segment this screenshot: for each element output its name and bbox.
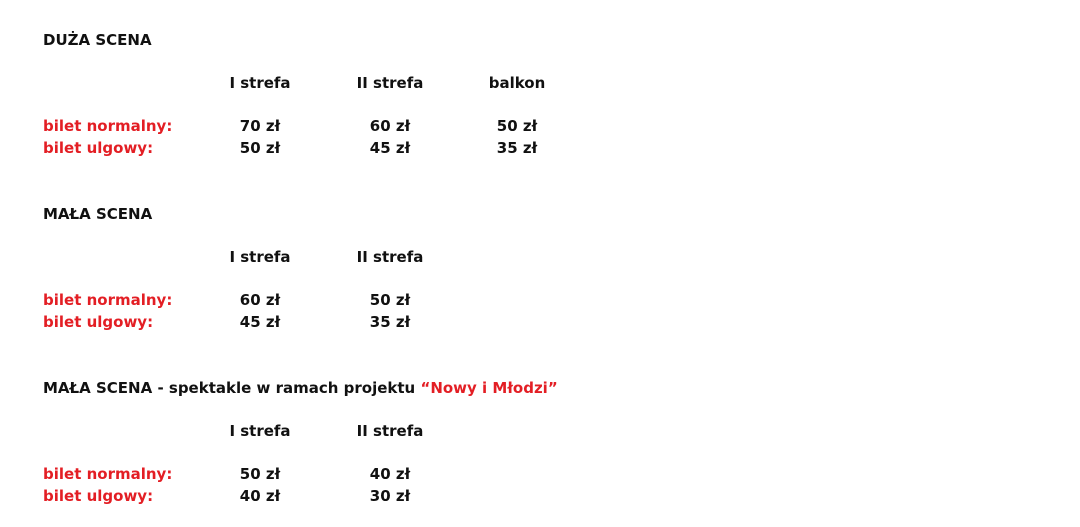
column-header: II strefa (356, 422, 424, 440)
column-header: I strefa (229, 248, 291, 266)
price: 45 zł (369, 139, 411, 157)
row-label: bilet ulgowy: (43, 487, 154, 505)
section-duza-scena: DUŻA SCENA I strefa II strefa balkon bil… (0, 9, 1080, 179)
section-mala-scena-nowy-i-mlodzi: MAŁA SCENA - spektakle w ramach projektu… (0, 357, 1080, 527)
price: 40 zł (239, 487, 281, 505)
price: 60 zł (239, 291, 281, 309)
price: 50 zł (369, 291, 411, 309)
project-name: “Nowy i Młodzi” (420, 379, 558, 397)
price: 45 zł (239, 313, 281, 331)
price: 35 zł (496, 139, 538, 157)
row-label: bilet ulgowy: (43, 313, 154, 331)
row-label: bilet normalny: (43, 465, 173, 483)
section-title-text: MAŁA SCENA - spektakle w ramach projektu (43, 379, 421, 397)
row-label: bilet ulgowy: (43, 139, 154, 157)
section-mala-scena: MAŁA SCENA I strefa II strefa bilet norm… (0, 183, 1080, 353)
column-header: II strefa (356, 248, 424, 266)
column-header: I strefa (229, 74, 291, 92)
column-header: balkon (488, 74, 546, 92)
price: 60 zł (369, 117, 411, 135)
price: 30 zł (369, 487, 411, 505)
price: 50 zł (496, 117, 538, 135)
column-header: I strefa (229, 422, 291, 440)
section-title: MAŁA SCENA (43, 205, 153, 223)
row-label: bilet normalny: (43, 291, 173, 309)
price: 70 zł (239, 117, 281, 135)
row-label: bilet normalny: (43, 117, 173, 135)
price: 35 zł (369, 313, 411, 331)
section-title: DUŻA SCENA (43, 31, 152, 49)
column-header: II strefa (356, 74, 424, 92)
price: 50 zł (239, 139, 281, 157)
price: 40 zł (369, 465, 411, 483)
price: 50 zł (239, 465, 281, 483)
section-title: MAŁA SCENA - spektakle w ramach projektu… (43, 379, 558, 397)
